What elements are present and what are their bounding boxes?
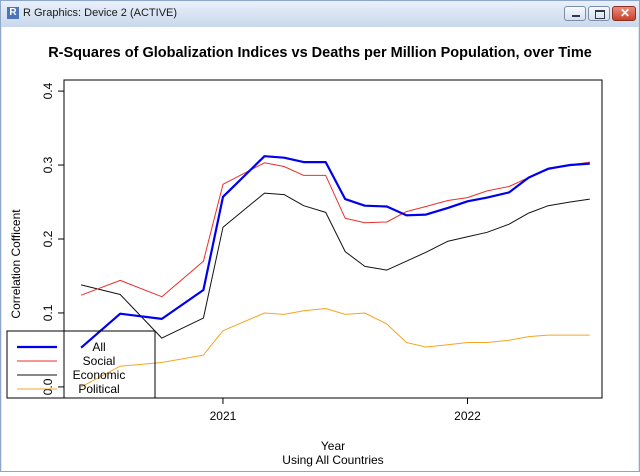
close-button[interactable]: ✕: [612, 6, 636, 21]
y-tick-label-0.2: 0.2: [41, 230, 55, 247]
close-icon: ✕: [620, 6, 631, 20]
plot-area: 2021 2022 0.0 0.1 0.2 0.3 0.4 AllSocialEconomic…: [6, 79, 603, 423]
legend-label-all: All: [92, 340, 105, 354]
r-app-icon: R: [7, 7, 19, 19]
minimize-icon: [572, 15, 580, 17]
legend-label-economic: Economic: [73, 368, 126, 382]
series-line-all: [80, 155, 590, 349]
plot-canvas: R-Squares of Globalization Indices vs De…: [2, 27, 638, 471]
chart-svg: R-Squares of Globalization Indices vs De…: [6, 45, 603, 467]
maximize-icon: [595, 10, 605, 19]
legend-label-political: Political: [78, 382, 119, 396]
x-axis-label: Year: [321, 439, 345, 453]
series-line-economic: [80, 192, 590, 339]
x-tick-label-2021: 2021: [210, 409, 237, 423]
chart-subtitle: Using All Countries: [282, 453, 383, 467]
y-axis-label: Correlation Cofficent: [9, 209, 23, 319]
y-tick-label-0.0: 0.0: [41, 378, 55, 395]
x-tick-label-2022: 2022: [454, 409, 481, 423]
minimize-button[interactable]: [564, 6, 586, 21]
series-line-social: [80, 161, 590, 298]
legend-label-social: Social: [83, 354, 116, 368]
y-tick-label-0.3: 0.3: [41, 156, 55, 173]
y-tick-label-0.4: 0.4: [41, 82, 55, 99]
series-line-political: [80, 308, 590, 388]
maximize-button[interactable]: [588, 6, 610, 21]
chart-title: R-Squares of Globalization Indices vs De…: [48, 45, 592, 61]
window-title: R Graphics: Device 2 (ACTIVE): [23, 7, 178, 19]
legend-box: [6, 330, 156, 399]
title-bar[interactable]: R R Graphics: Device 2 (ACTIVE) ✕: [1, 1, 639, 27]
y-tick-label-0.1: 0.1: [41, 304, 55, 321]
